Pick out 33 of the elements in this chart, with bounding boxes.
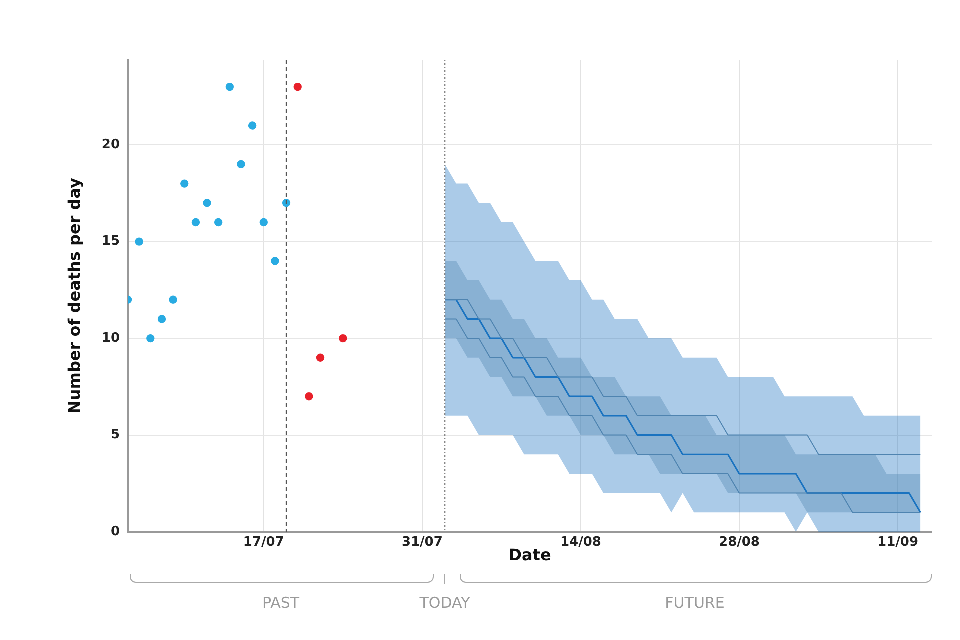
point — [158, 315, 166, 324]
point — [248, 122, 257, 130]
point — [237, 160, 246, 169]
x-axis-title: Date — [508, 546, 552, 565]
point — [282, 199, 291, 208]
point — [180, 180, 189, 188]
point — [339, 334, 348, 343]
y-tick-label: 15 — [102, 234, 120, 250]
y-axis-title: Number of deaths per day — [64, 177, 84, 414]
point — [226, 82, 234, 92]
point — [260, 218, 268, 227]
y-tick-label: 5 — [110, 428, 120, 443]
point — [203, 199, 212, 208]
point — [214, 218, 223, 227]
point — [169, 296, 178, 304]
point — [146, 334, 155, 343]
x-tick-label: 17/07 — [243, 535, 284, 550]
point — [192, 218, 200, 227]
x-tick-label: 31/07 — [402, 535, 443, 550]
text: FUTURE — [665, 594, 725, 612]
text: PAST — [262, 594, 300, 612]
x-tick-label: 28/08 — [719, 535, 760, 550]
x-tick-label: 14/08 — [560, 535, 602, 550]
y-tick-label: 20 — [102, 137, 120, 152]
y-tick-label: 0 — [110, 524, 120, 540]
y-tick-label: 10 — [102, 330, 120, 346]
point — [294, 82, 302, 92]
x-tick-label: 11/09 — [878, 535, 918, 550]
point — [271, 257, 280, 266]
point — [135, 238, 144, 246]
point — [305, 392, 314, 401]
text: TODAY — [420, 594, 470, 612]
point — [316, 354, 325, 362]
